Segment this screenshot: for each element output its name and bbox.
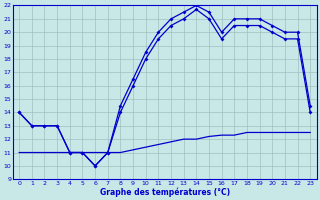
X-axis label: Graphe des températures (°C): Graphe des températures (°C): [100, 187, 230, 197]
